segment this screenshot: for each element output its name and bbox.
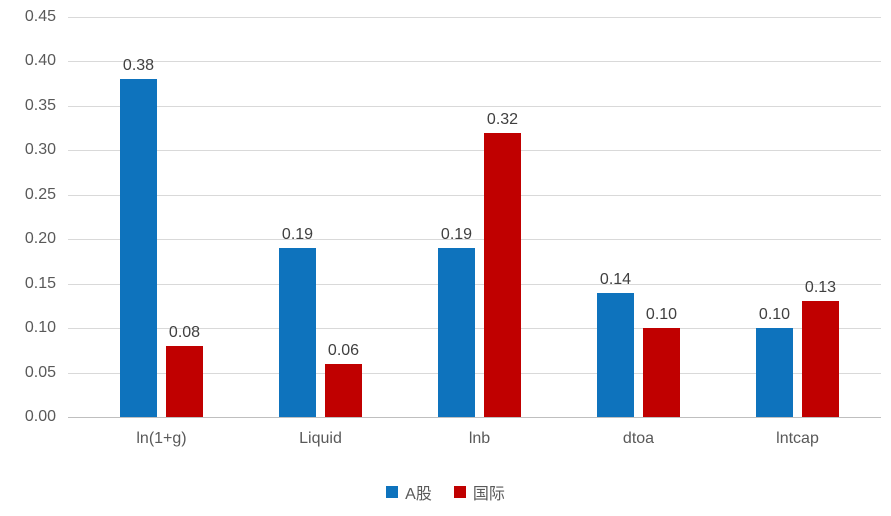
- bar-value-label: 0.10: [758, 306, 791, 324]
- y-axis-tick-label: 0.15: [24, 274, 56, 292]
- y-axis-tick-label: 0.10: [24, 319, 56, 337]
- x-axis-label: ln(1+g): [136, 430, 187, 447]
- legend-swatch-icon: [453, 486, 466, 498]
- bar-value-label: 0.10: [645, 306, 678, 324]
- y-axis-tick-label: 0.30: [24, 141, 56, 159]
- legend-label: 国际: [472, 486, 505, 503]
- bar-series1-0: [166, 345, 203, 417]
- legend-item: 国际: [453, 480, 505, 504]
- bar-series0-3: [597, 292, 634, 417]
- legend-label: A股: [405, 486, 432, 503]
- y-axis-tick-label: 0.45: [24, 8, 56, 25]
- x-axis-line: [68, 417, 881, 418]
- bar-value-label: 0.06: [327, 341, 360, 359]
- gridline: [68, 194, 881, 196]
- y-axis-tick-label: 0.05: [24, 363, 56, 381]
- bar-series0-1: [279, 248, 316, 417]
- bar-series0-2: [438, 248, 475, 417]
- bar-series1-1: [325, 363, 362, 417]
- y-axis-tick-label: 0.25: [24, 185, 56, 203]
- bar-series1-4: [802, 301, 839, 417]
- y-axis-tick-label: 0.35: [24, 96, 56, 114]
- x-axis-label: Liquid: [299, 430, 342, 447]
- bar-value-label: 0.08: [168, 323, 201, 341]
- gridline: [68, 17, 881, 18]
- y-axis-tick-label: 0.00: [24, 408, 56, 425]
- bar-value-label: 0.19: [281, 226, 314, 244]
- bar-value-label: 0.19: [440, 226, 473, 244]
- x-axis-label: lnb: [468, 430, 491, 447]
- bar-value-label: 0.14: [599, 270, 632, 288]
- legend-item: A股: [386, 480, 432, 504]
- x-axis-label: dtoa: [622, 430, 655, 447]
- bar-series1-2: [484, 132, 521, 417]
- legend-swatch-icon: [386, 486, 399, 498]
- bar-value-label: 0.13: [804, 279, 837, 297]
- x-axis-label: lntcap: [776, 430, 819, 447]
- gridline: [68, 61, 881, 63]
- bar-series0-4: [756, 328, 793, 417]
- bar-value-label: 0.38: [122, 57, 155, 75]
- chart-legend: A股 国际: [0, 480, 891, 504]
- y-axis-tick-label: 0.40: [24, 52, 56, 70]
- gridline: [68, 105, 881, 107]
- gridline: [68, 239, 881, 241]
- gridline: [68, 150, 881, 152]
- bar-series1-3: [643, 328, 680, 417]
- bar-series0-0: [120, 79, 157, 417]
- y-axis-tick-label: 0.20: [24, 230, 56, 248]
- bar-value-label: 0.32: [486, 110, 519, 128]
